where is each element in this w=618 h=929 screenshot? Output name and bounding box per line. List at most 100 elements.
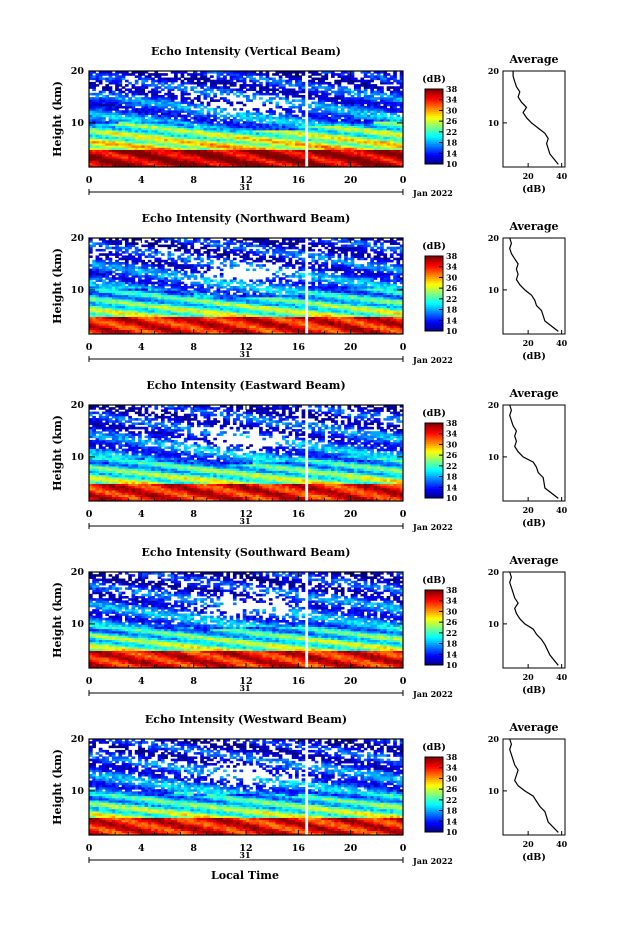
colorbar-segment xyxy=(425,314,443,317)
colorbar-segment xyxy=(425,629,443,632)
colorbar-segment xyxy=(425,796,443,799)
colorbar-segment xyxy=(425,606,443,610)
x-tick-label: 0 xyxy=(400,509,407,520)
colorbar-segment xyxy=(425,466,443,469)
colorbar-segment xyxy=(425,608,443,612)
colorbar-segment xyxy=(425,306,443,310)
day-label: 31 xyxy=(239,182,250,192)
colorbar-segment xyxy=(425,111,443,114)
panel-title: Echo Intensity (Northward Beam) xyxy=(142,212,351,225)
colorbar-segment xyxy=(425,468,443,471)
colorbar-segment xyxy=(425,610,443,614)
colorbar-segment xyxy=(425,469,443,473)
colorbar-segment xyxy=(425,291,443,295)
colorbar-tick-label: 18 xyxy=(446,472,458,482)
colorbar-segment xyxy=(425,295,443,298)
x-tick-label: 8 xyxy=(190,676,197,687)
x-tick-label: 8 xyxy=(190,342,197,353)
colorbar-segment xyxy=(425,623,443,627)
colorbar-segment xyxy=(425,781,443,784)
echo-heatmap xyxy=(89,238,404,335)
colorbar-segment xyxy=(425,126,443,129)
colorbar-segment xyxy=(425,259,443,263)
panel-5: Echo Intensity (Westward Beam) 0 4 8 12 16 20 0… xyxy=(51,713,568,866)
colorbar-segment xyxy=(425,798,443,801)
colorbar-tick-label: 22 xyxy=(446,461,457,471)
colorbar-segment xyxy=(425,107,443,111)
colorbar-segment xyxy=(425,423,443,426)
colorbar-segment xyxy=(425,104,443,107)
x-tick-label: 16 xyxy=(292,342,306,353)
profile-x-tick-label: 20 xyxy=(523,505,535,515)
colorbar-segment xyxy=(425,815,443,818)
colorbar-segment xyxy=(425,625,443,629)
colorbar-segment xyxy=(425,301,443,304)
colorbar-label: (dB) xyxy=(422,408,446,419)
colorbar-segment xyxy=(425,642,443,645)
colorbar-segment xyxy=(425,760,443,764)
colorbar-segment xyxy=(425,785,443,788)
profile-frame xyxy=(502,70,566,168)
colorbar-segment xyxy=(425,152,443,156)
colorbar-segment xyxy=(425,627,443,630)
colorbar-segment xyxy=(425,321,443,325)
colorbar-segment xyxy=(425,327,443,330)
colorbar-segment xyxy=(425,650,443,653)
y-tick-label: 20 xyxy=(71,66,85,77)
colorbar-tick-label: 18 xyxy=(446,639,458,649)
colorbar-segment xyxy=(425,456,443,460)
colorbar-segment xyxy=(425,274,443,278)
y-tick-label: 10 xyxy=(71,452,85,463)
colorbar-segment xyxy=(425,287,443,291)
colorbar-segment xyxy=(425,616,443,619)
echo-heatmap xyxy=(89,405,404,502)
colorbar-segment xyxy=(425,329,443,332)
colorbar-segment xyxy=(425,119,443,122)
colorbar-segment xyxy=(425,317,443,321)
panel-3: Echo Intensity (Eastward Beam) 0 4 8 12 16 20 0… xyxy=(51,379,568,532)
x-tick-label: 0 xyxy=(86,676,93,687)
echo-heatmap xyxy=(89,572,404,669)
colorbar-segment xyxy=(425,310,443,313)
colorbar-tick-label: 30 xyxy=(446,606,458,616)
colorbar-segment xyxy=(425,453,443,456)
profile-x-tick-label: 40 xyxy=(556,505,568,515)
x-tick-label: 4 xyxy=(138,509,145,520)
colorbar-segment xyxy=(425,481,443,484)
colorbar-segment xyxy=(425,488,443,492)
colorbar-segment xyxy=(425,595,443,599)
x-tick-label: 0 xyxy=(86,175,93,186)
colorbar-segment xyxy=(425,477,443,480)
x-tick-label: 16 xyxy=(292,509,306,520)
profile-y-tick-label: 10 xyxy=(488,285,500,295)
y-axis-label: Height (km) xyxy=(51,81,64,157)
panel-4: Echo Intensity (Southward Beam) 0 4 8 12 16 20… xyxy=(51,546,568,699)
colorbar-segment xyxy=(425,773,443,777)
profile-x-tick-label: 40 xyxy=(556,672,568,682)
colorbar-segment xyxy=(425,486,443,490)
colorbar-segment xyxy=(425,286,443,289)
panel-title: Echo Intensity (Eastward Beam) xyxy=(146,379,345,392)
colorbar-segment xyxy=(425,479,443,482)
y-tick-label: 10 xyxy=(71,118,85,129)
colorbar-segment xyxy=(425,426,443,430)
colorbar-segment xyxy=(425,603,443,606)
colorbar-segment xyxy=(425,640,443,644)
colorbar-tick-label: 10 xyxy=(446,660,458,670)
colorbar-segment xyxy=(425,494,443,497)
colorbar-tick-label: 18 xyxy=(446,138,458,148)
colorbar-segment xyxy=(425,134,443,137)
colorbar-frame xyxy=(424,589,444,666)
colorbar-frame xyxy=(424,88,444,165)
profile-x-tick-label: 40 xyxy=(556,338,568,348)
colorbar-segment xyxy=(425,758,443,762)
colorbar-segment xyxy=(425,150,443,154)
colorbar-segment xyxy=(425,597,443,600)
colorbar-segment xyxy=(425,636,443,640)
colorbar-tick-label: 38 xyxy=(446,418,458,428)
colorbar-tick-label: 18 xyxy=(446,305,458,315)
colorbar-label: (dB) xyxy=(422,241,446,252)
colorbar-segment xyxy=(425,137,443,141)
y-tick-label: 20 xyxy=(71,233,85,244)
x-tick-label: 20 xyxy=(344,676,358,687)
